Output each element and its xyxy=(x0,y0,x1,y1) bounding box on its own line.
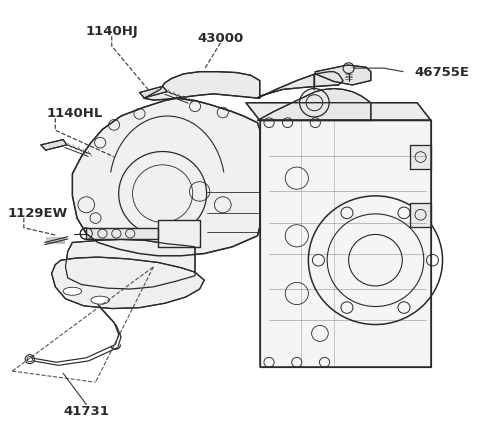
Polygon shape xyxy=(246,103,431,121)
Polygon shape xyxy=(315,65,371,85)
Polygon shape xyxy=(86,228,158,239)
Polygon shape xyxy=(72,98,260,256)
Polygon shape xyxy=(257,89,371,121)
Text: 41731: 41731 xyxy=(63,405,109,417)
Text: 46755E: 46755E xyxy=(415,66,470,79)
Text: 43000: 43000 xyxy=(197,32,243,45)
Polygon shape xyxy=(51,257,204,308)
Text: 1140HJ: 1140HJ xyxy=(85,25,138,38)
Polygon shape xyxy=(260,121,431,367)
Polygon shape xyxy=(41,140,67,150)
Polygon shape xyxy=(410,145,431,169)
FancyBboxPatch shape xyxy=(83,266,106,275)
Text: 1140HL: 1140HL xyxy=(47,107,103,120)
Polygon shape xyxy=(158,220,200,247)
Polygon shape xyxy=(410,202,431,227)
Polygon shape xyxy=(65,239,195,289)
Polygon shape xyxy=(140,86,167,98)
Ellipse shape xyxy=(91,296,109,304)
Text: 1129EW: 1129EW xyxy=(8,207,68,220)
Polygon shape xyxy=(257,72,343,98)
Ellipse shape xyxy=(63,287,82,295)
FancyBboxPatch shape xyxy=(106,274,132,283)
Polygon shape xyxy=(144,72,260,100)
